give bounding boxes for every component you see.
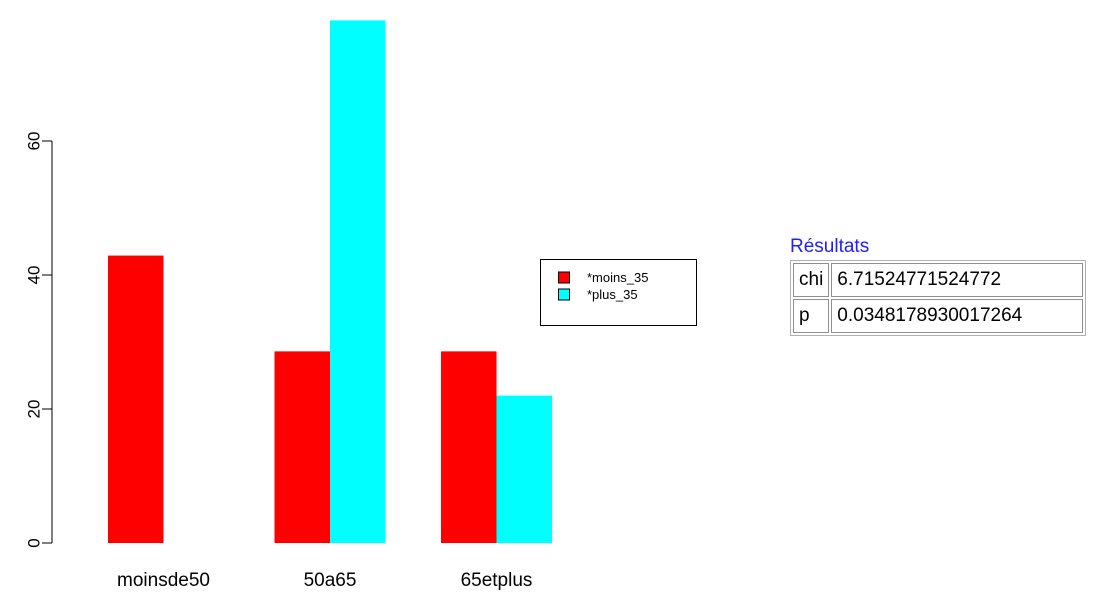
results-title: Résultats (790, 236, 870, 257)
bars (108, 20, 552, 543)
legend-swatch (558, 271, 570, 284)
y-tick-label: 20 (25, 400, 44, 419)
y-tick-label: 40 (25, 266, 44, 285)
results-panel: Résultats chi 6.71524771524772 p 0.03481… (790, 236, 1087, 336)
bar-65etplus-plus35 (496, 395, 552, 543)
y-tick-label: 60 (25, 132, 44, 151)
bar-moinsde50-moins35 (108, 255, 164, 543)
legend-swatch (558, 288, 570, 301)
y-tick-label: 0 (25, 538, 44, 547)
x-tick-label: 50a65 (304, 570, 357, 591)
bar-65etplus-moins35 (441, 351, 497, 543)
x-tick-label: 65etplus (461, 570, 533, 591)
table-row: p 0.0348178930017264 (793, 299, 1084, 333)
legend-label: *plus_35 (587, 287, 638, 302)
y-axis: 0 20 40 60 (25, 132, 53, 548)
legend: *moins_35 *plus_35 (540, 259, 697, 326)
table-cell-value: 6.71524771524772 (831, 263, 1084, 297)
x-axis-labels: moinsde50 50a65 65etplus (117, 570, 532, 591)
x-tick-label: moinsde50 (117, 570, 210, 591)
table-cell-label: p (793, 299, 830, 333)
results-table: chi 6.71524771524772 p 0.034817893001726… (790, 260, 1087, 336)
table-row: chi 6.71524771524772 (793, 263, 1084, 297)
table-cell-value: 0.0348178930017264 (831, 299, 1084, 333)
bar-50a65-plus35 (330, 20, 386, 543)
bar-50a65-moins35 (274, 351, 330, 543)
legend-label: *moins_35 (587, 270, 648, 285)
table-cell-label: chi (793, 263, 830, 297)
